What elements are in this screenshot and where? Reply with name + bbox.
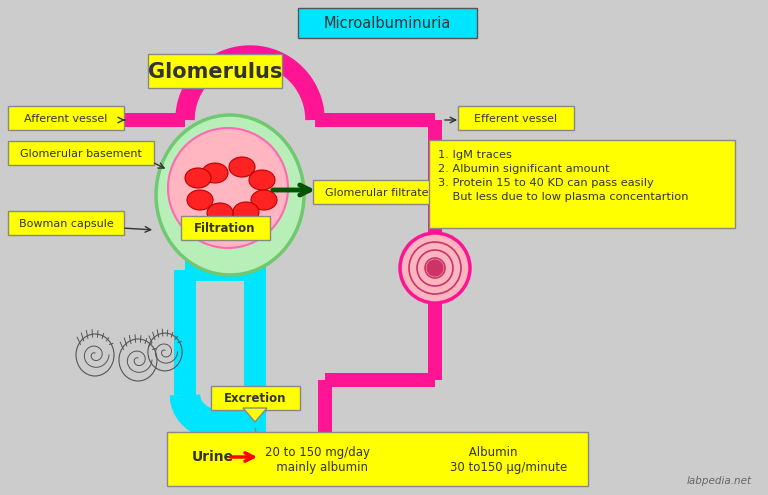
FancyBboxPatch shape: [8, 141, 154, 165]
FancyBboxPatch shape: [318, 380, 332, 435]
Polygon shape: [243, 408, 267, 422]
FancyBboxPatch shape: [8, 211, 124, 235]
Text: Urine: Urine: [192, 450, 234, 464]
FancyBboxPatch shape: [244, 230, 266, 280]
Circle shape: [400, 233, 470, 303]
FancyBboxPatch shape: [315, 113, 435, 127]
FancyBboxPatch shape: [65, 113, 185, 127]
FancyBboxPatch shape: [244, 270, 266, 395]
FancyBboxPatch shape: [458, 106, 574, 130]
Ellipse shape: [249, 170, 275, 190]
Text: Microalbuminuria: Microalbuminuria: [323, 16, 451, 32]
FancyBboxPatch shape: [185, 259, 255, 281]
Text: 1. IgM traces
2. Albumin significant amount
3. Protein 15 to 40 KD can pass easi: 1. IgM traces 2. Albumin significant amo…: [438, 150, 688, 202]
Ellipse shape: [202, 163, 228, 183]
Text: Glomerular basement: Glomerular basement: [20, 149, 142, 159]
FancyBboxPatch shape: [325, 373, 435, 387]
Text: Bowman capsule: Bowman capsule: [18, 219, 114, 229]
FancyBboxPatch shape: [211, 386, 300, 410]
Text: Efferent vessel: Efferent vessel: [475, 114, 558, 124]
FancyBboxPatch shape: [181, 216, 270, 240]
Ellipse shape: [187, 190, 213, 210]
Ellipse shape: [207, 203, 233, 223]
Text: Excretion: Excretion: [223, 393, 286, 405]
Ellipse shape: [156, 115, 304, 275]
FancyBboxPatch shape: [8, 106, 124, 130]
Ellipse shape: [185, 168, 211, 188]
Text: Afferent vessel: Afferent vessel: [25, 114, 108, 124]
Text: labpedia.net: labpedia.net: [687, 476, 752, 486]
FancyBboxPatch shape: [298, 8, 477, 38]
Circle shape: [168, 128, 288, 248]
FancyBboxPatch shape: [247, 440, 263, 455]
Text: 20 to 150 mg/day
   mainly albumin: 20 to 150 mg/day mainly albumin: [265, 446, 370, 474]
FancyBboxPatch shape: [428, 120, 442, 240]
FancyBboxPatch shape: [313, 180, 442, 204]
Text: Glomerular filtrate: Glomerular filtrate: [326, 188, 429, 198]
FancyBboxPatch shape: [174, 270, 196, 395]
Ellipse shape: [251, 190, 277, 210]
Ellipse shape: [229, 157, 255, 177]
FancyBboxPatch shape: [428, 303, 442, 380]
Circle shape: [427, 260, 443, 276]
Ellipse shape: [233, 202, 259, 222]
FancyBboxPatch shape: [429, 140, 735, 228]
Text: Glomerulus: Glomerulus: [147, 62, 282, 82]
Text: Albumin
30 to150 μg/minute: Albumin 30 to150 μg/minute: [450, 446, 568, 474]
FancyBboxPatch shape: [148, 54, 282, 88]
Text: Filtration: Filtration: [194, 222, 256, 236]
FancyBboxPatch shape: [244, 395, 266, 440]
FancyBboxPatch shape: [167, 432, 588, 486]
